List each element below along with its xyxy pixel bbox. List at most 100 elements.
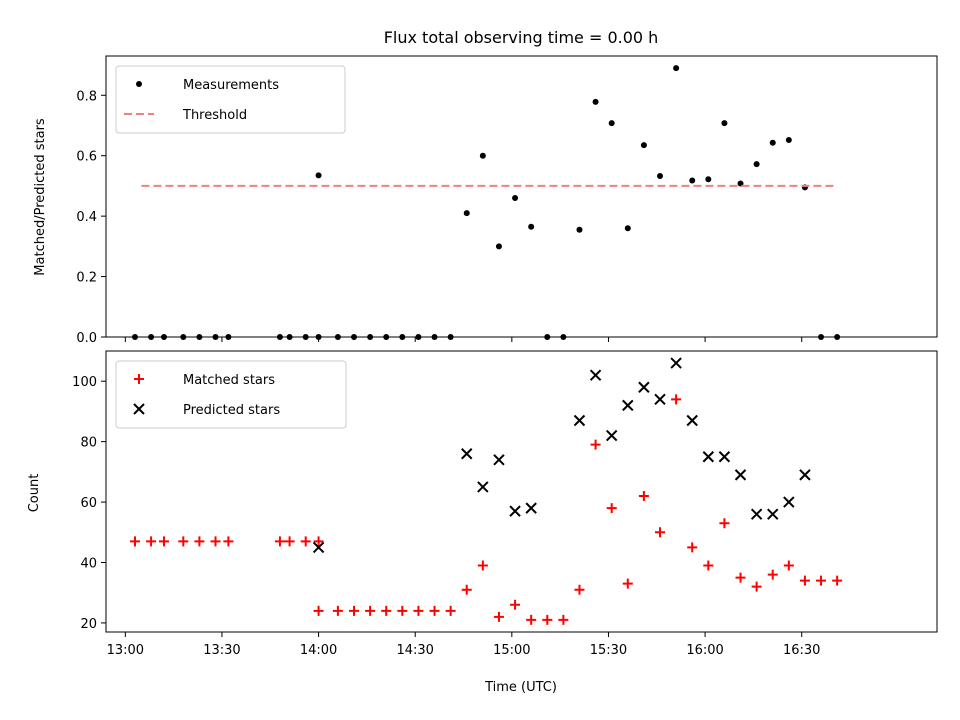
matched-stars-point bbox=[445, 605, 456, 616]
series-matched-stars bbox=[129, 394, 843, 625]
ratio-panel: 0.0 0.2 0.4 0.6 0.8 Measurements Threshold bbox=[76, 55, 938, 346]
matched-stars-point bbox=[284, 536, 295, 547]
measurement-point bbox=[528, 223, 535, 230]
x-tick-label: 13:30 bbox=[203, 643, 240, 658]
matched-stars-point bbox=[719, 518, 730, 529]
predicted-stars-point bbox=[734, 469, 747, 481]
predicted-stars-point bbox=[799, 469, 811, 481]
predicted-stars-point bbox=[622, 399, 634, 412]
matched-stars-point bbox=[816, 575, 827, 586]
measurement-point bbox=[818, 334, 825, 340]
measurement-point bbox=[576, 226, 583, 233]
predicted-stars-point bbox=[477, 481, 489, 493]
predicted-stars-point bbox=[525, 502, 537, 514]
measurement-point bbox=[463, 210, 470, 217]
x-tick-label: 13:00 bbox=[107, 643, 144, 658]
measurement-point bbox=[225, 334, 232, 340]
predicted-stars-point bbox=[461, 448, 473, 460]
measurement-point bbox=[657, 172, 663, 179]
chart-title: Flux total observing time = 0.00 h bbox=[384, 28, 659, 47]
matched-stars-point bbox=[397, 605, 408, 616]
x-axis-label: Time (UTC) bbox=[484, 680, 557, 695]
measurement-point bbox=[315, 334, 322, 340]
matched-stars-point bbox=[767, 569, 778, 580]
matched-stars-point bbox=[429, 605, 440, 616]
matched-stars-point bbox=[751, 581, 762, 592]
y-tick-label: 0.0 bbox=[76, 331, 97, 346]
legend-measurements-swatch bbox=[136, 81, 142, 87]
x-tick-label: 14:00 bbox=[300, 643, 337, 658]
measurement-point bbox=[834, 334, 841, 340]
measurement-point bbox=[315, 172, 322, 179]
matched-stars-point bbox=[477, 560, 488, 571]
measurement-point bbox=[560, 334, 567, 340]
predicted-stars-point bbox=[702, 451, 715, 463]
legend-box bbox=[115, 65, 346, 134]
matched-stars-point bbox=[313, 536, 324, 547]
matched-stars-point bbox=[703, 560, 714, 571]
matched-stars-point bbox=[510, 599, 521, 610]
plot-frame bbox=[105, 350, 938, 633]
matched-stars-point bbox=[365, 605, 376, 616]
predicted-stars-point bbox=[638, 381, 650, 393]
measurement-point bbox=[721, 120, 728, 127]
x-tick-label: 15:30 bbox=[590, 643, 627, 658]
y-tick-label: 0.4 bbox=[76, 210, 97, 225]
legend-matched-swatch bbox=[134, 374, 144, 384]
matched-stars-point bbox=[413, 605, 424, 616]
matched-stars-point bbox=[687, 542, 698, 553]
x-tick-label: 14:30 bbox=[396, 643, 433, 658]
x-tick-label: 16:30 bbox=[783, 643, 820, 658]
y-tick-label: 0.8 bbox=[76, 89, 97, 104]
measurement-point bbox=[334, 334, 341, 340]
plots-layer: 0.0 0.2 0.4 0.6 0.8 Measurements Threshold 13:0… bbox=[72, 55, 938, 658]
predicted-stars-point bbox=[686, 414, 698, 427]
x-tick-label: 15:00 bbox=[493, 643, 530, 658]
plot-frame bbox=[105, 55, 938, 338]
matched-stars-point bbox=[332, 605, 343, 616]
y-tick-label: 0.6 bbox=[76, 150, 97, 165]
series-predicted-stars bbox=[312, 357, 811, 554]
measurement-point bbox=[180, 334, 187, 340]
predicted-stars-point bbox=[605, 429, 618, 442]
y-tick-label: 100 bbox=[72, 375, 97, 390]
predicted-stars-point bbox=[750, 508, 763, 520]
legend-label: Threshold bbox=[182, 108, 247, 123]
matched-stars-point bbox=[638, 491, 649, 502]
y-tick-label: 60 bbox=[80, 496, 97, 511]
predicted-stars-point bbox=[493, 454, 505, 466]
measurement-point bbox=[399, 334, 406, 340]
matched-stars-point bbox=[558, 614, 569, 625]
legend-label: Matched stars bbox=[183, 373, 275, 388]
matched-stars-point bbox=[832, 575, 843, 586]
matched-stars-point bbox=[158, 536, 169, 547]
matched-stars-point bbox=[300, 536, 311, 547]
legend-box bbox=[115, 360, 347, 429]
measurement-point bbox=[640, 142, 647, 149]
matched-stars-point bbox=[493, 611, 504, 622]
x-tick-label: 16:00 bbox=[686, 643, 723, 658]
legend-label: Predicted stars bbox=[183, 403, 280, 418]
matched-stars-point bbox=[381, 605, 392, 616]
matched-stars-point bbox=[622, 578, 633, 589]
measurement-point bbox=[131, 334, 138, 340]
measurement-point bbox=[705, 176, 712, 183]
measurement-point bbox=[479, 152, 486, 159]
measurement-point bbox=[769, 139, 776, 146]
matched-stars-point bbox=[274, 536, 285, 547]
top-y-axis-label: Matched/Predicted stars bbox=[33, 118, 48, 276]
matched-stars-point bbox=[526, 614, 537, 625]
matched-stars-point bbox=[223, 536, 234, 547]
measurement-point bbox=[383, 334, 390, 340]
matched-stars-point bbox=[146, 536, 157, 547]
matched-stars-point bbox=[783, 560, 794, 571]
matched-stars-point bbox=[210, 536, 221, 547]
measurement-point bbox=[592, 98, 599, 105]
measurement-point bbox=[367, 334, 374, 340]
predicted-stars-point bbox=[654, 393, 666, 406]
predicted-stars-point bbox=[573, 414, 586, 427]
matched-stars-point bbox=[671, 394, 682, 405]
measurement-point bbox=[785, 136, 792, 143]
measurement-point bbox=[415, 334, 422, 340]
